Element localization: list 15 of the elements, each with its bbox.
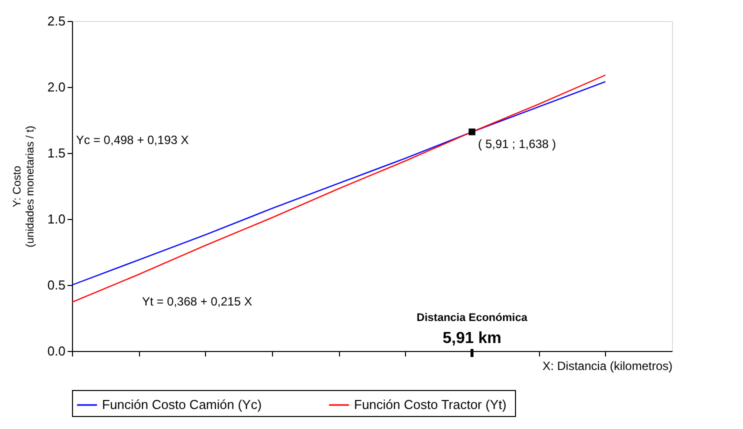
legend-label: Función Costo Tractor (Yt) [354, 397, 506, 412]
y-tick-label: 2.0 [47, 80, 66, 94]
legend-label: Función Costo Camión (Yc) [102, 397, 262, 412]
y-tick-label: 0.0 [47, 344, 66, 358]
annotation: Distancia Económica [416, 312, 528, 324]
annotation: Yt = 0,368 + 0,215 X [142, 294, 252, 308]
annotation: Yc = 0,498 + 0,193 X [76, 132, 189, 147]
annotation: ( 5,91 ; 1,638 ) [478, 136, 556, 151]
annotation: 5,91 km [442, 330, 502, 347]
y-tick-label: 1.0 [47, 212, 66, 226]
y-tick-label: 1.5 [47, 146, 66, 160]
y-axis-title: Y: Costo (unidades monetarias / t) [11, 126, 36, 248]
x-axis-title: X: Distancia (kilometros) [542, 359, 673, 373]
y-tick-label: 2.5 [47, 14, 66, 28]
y-tick-label: 0.5 [47, 278, 66, 292]
